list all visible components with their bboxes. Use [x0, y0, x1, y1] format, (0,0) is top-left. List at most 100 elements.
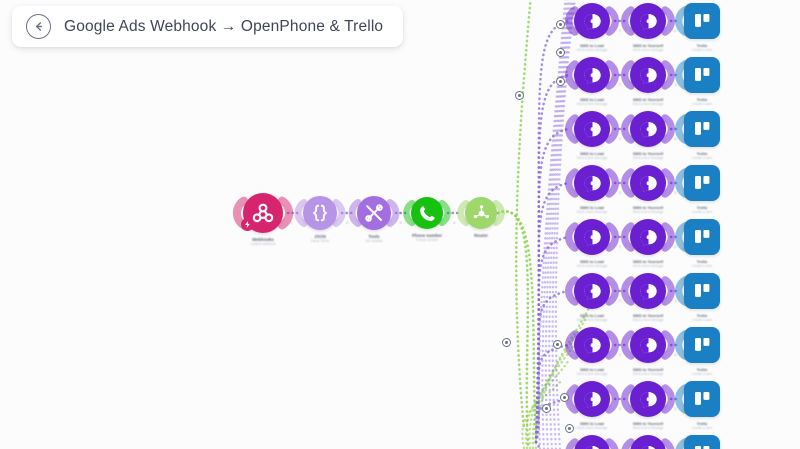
breadcrumb: Google Ads Webhook → OpenPhone & Trello — [12, 6, 404, 47]
trello-node-bulb[interactable] — [684, 165, 720, 201]
sms-to-yourself-node-bulb[interactable] — [630, 381, 666, 417]
sms-to-yourself-node-bulb[interactable] — [630, 57, 666, 93]
tools-node-bulb[interactable] — [357, 196, 391, 230]
sms-to-yourself-node-bulb[interactable] — [630, 273, 666, 309]
trello-node-label: Trello — [696, 150, 708, 156]
trello-icon — [694, 67, 709, 81]
sms-to-yourself-node-bulb[interactable] — [630, 435, 666, 449]
trello-icon — [694, 391, 709, 405]
sms-to-yourself-node-label: SMS to Yourself — [632, 420, 664, 426]
page-title: Google Ads Webhook → OpenPhone & Trello — [64, 17, 384, 35]
route-filter-badge[interactable] — [542, 404, 551, 413]
sms-to-lead-node-bulb[interactable] — [574, 381, 610, 417]
connector-index: 2 — [619, 82, 622, 87]
route-filter-badge[interactable] — [556, 20, 565, 29]
lightning-bolt-icon — [245, 220, 250, 228]
trello-node-label: Trello — [696, 42, 708, 48]
instant-trigger-badge[interactable] — [241, 217, 254, 231]
trello-node-sublabel: Create a card — [692, 318, 712, 322]
sms-to-yourself-node-bulb[interactable] — [630, 219, 666, 255]
curly-braces-icon — [312, 204, 328, 222]
sms-to-lead-node-sublabel: Send a text message — [576, 156, 608, 160]
sms-to-lead-node-bulb[interactable] — [574, 3, 610, 39]
sms-to-lead-node-bulb[interactable] — [574, 327, 610, 363]
route-filter-badge[interactable] — [502, 338, 511, 347]
badge-dot-icon — [505, 341, 508, 344]
json-node-bulb[interactable] — [303, 196, 337, 230]
trello-icon — [694, 283, 709, 297]
route-filter-badge[interactable] — [565, 424, 574, 433]
sms-to-yourself-node-sublabel: Send a text message — [632, 264, 664, 268]
sms-message-icon — [583, 121, 601, 138]
sms-to-lead-node-label: SMS to Lead — [579, 150, 605, 156]
trello-node-bulb[interactable] — [684, 111, 720, 147]
sms-message-icon — [639, 229, 657, 246]
sms-to-yourself-node-label: SMS to Yourself — [632, 96, 664, 102]
sms-to-yourself-node-label: SMS to Yourself — [632, 258, 664, 264]
back-button[interactable] — [26, 14, 51, 39]
connector-index: 2 — [346, 220, 349, 225]
sms-to-lead-node-label: SMS to Lead — [579, 204, 605, 210]
route-filter-badge[interactable] — [553, 340, 562, 349]
connector-index: 2 — [619, 28, 622, 33]
connector-index: 3 — [399, 220, 402, 225]
connector-index: 3 — [674, 406, 677, 411]
route-filter-badge[interactable] — [556, 77, 565, 86]
sms-to-yourself-node-label: SMS to Yourself — [632, 204, 664, 210]
sms-to-lead-node-bulb[interactable] — [574, 57, 610, 93]
route-filter-badge[interactable] — [560, 393, 569, 402]
trello-node-sublabel: Create a card — [692, 210, 712, 214]
route-filter-badge[interactable] — [556, 48, 565, 57]
sms-to-yourself-node-sublabel: Send a text message — [632, 156, 664, 160]
sms-to-lead-node-bulb[interactable] — [574, 219, 610, 255]
sms-to-lead-node-sublabel: Send a text message — [576, 318, 608, 322]
sms-to-lead-node-bulb[interactable] — [574, 111, 610, 147]
tools-node-label: Tools — [368, 233, 380, 239]
sms-to-yourself-node-bulb[interactable] — [630, 3, 666, 39]
tools-node-sublabel: Set variable — [365, 239, 383, 243]
webhooks-node-sublabel: Custom webhook — [250, 242, 276, 246]
connector-index: 3 — [674, 352, 677, 357]
trello-node-bulb[interactable] — [684, 435, 720, 449]
router-node-label: Router — [474, 232, 488, 238]
sms-to-lead-node-bulb[interactable] — [574, 273, 610, 309]
trello-node-sublabel: Create a card — [692, 156, 712, 160]
sms-message-icon — [639, 175, 657, 192]
circle-arrow-left-icon — [35, 22, 42, 31]
trello-icon — [694, 121, 709, 135]
badge-dot-icon — [556, 343, 559, 346]
sms-to-lead-node-bulb[interactable] — [574, 435, 610, 449]
sms-to-yourself-node-bulb[interactable] — [630, 165, 666, 201]
sms-to-lead-node-label: SMS to Lead — [579, 258, 605, 264]
sms-to-yourself-node-bulb[interactable] — [630, 111, 666, 147]
trello-node-bulb[interactable] — [684, 381, 720, 417]
badge-dot-icon — [559, 80, 562, 83]
sms-message-icon — [584, 445, 600, 449]
trello-node-bulb[interactable] — [684, 273, 720, 309]
phone-number-node-bulb[interactable] — [411, 197, 443, 229]
route-filter-badge[interactable] — [515, 91, 524, 100]
connector-index: 2 — [619, 406, 622, 411]
router-node-bulb[interactable] — [465, 197, 497, 229]
trello-node-bulb[interactable] — [684, 219, 720, 255]
trello-node-bulb[interactable] — [684, 57, 720, 93]
connector-index: 3 — [674, 244, 677, 249]
sms-to-lead-node-bulb[interactable] — [574, 165, 610, 201]
trello-node-bulb[interactable] — [684, 327, 720, 363]
sms-message-icon — [583, 175, 601, 192]
sms-message-icon — [639, 13, 657, 30]
trello-node-sublabel: Create a card — [692, 426, 712, 430]
connector-index: 2 — [619, 298, 622, 303]
sms-to-lead-node-label: SMS to Lead — [579, 96, 605, 102]
sms-to-yourself-node-bulb[interactable] — [630, 327, 666, 363]
sms-to-yourself-node-sublabel: Send a text message — [632, 318, 664, 322]
trello-node-sublabel: Create a card — [692, 264, 712, 268]
router-split-icon — [473, 204, 489, 218]
trello-node-bulb[interactable] — [684, 3, 720, 39]
connector-index: 2 — [619, 352, 622, 357]
trello-icon — [694, 337, 709, 351]
trello-icon — [694, 175, 709, 189]
sms-to-yourself-node-label: SMS to Yourself — [632, 150, 664, 156]
